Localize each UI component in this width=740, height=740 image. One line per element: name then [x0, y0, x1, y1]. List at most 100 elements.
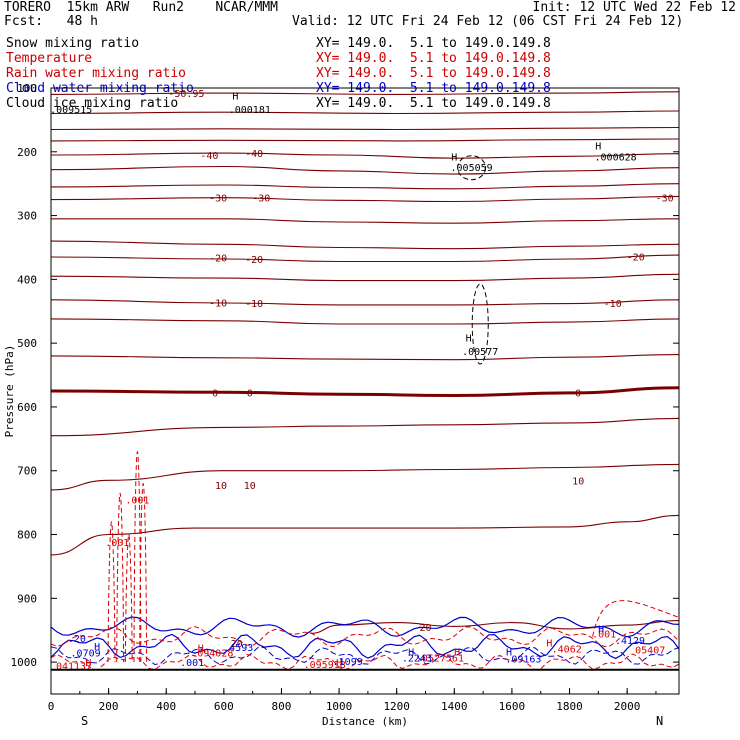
contour-labels: -50.95 -40 -40 -30 -30 -30 -20 -20 -20 -10 -10 -10 0… [50, 89, 674, 672]
y-tick-label-8: 900 [17, 592, 37, 605]
h-marker-0: H [232, 92, 238, 103]
h-marker-5: H [85, 658, 91, 669]
temperature-label-4: -30 [252, 194, 270, 205]
temperature-label-14: 0 [575, 388, 581, 399]
cloud-water-contours [50, 616, 680, 666]
forecast-hour: Fcst: 48 h [4, 14, 98, 29]
h-marker-3: H [466, 333, 472, 344]
axes: 0 200 400 600 800 1000 1200 1400 1600 1800 2000100… [11, 82, 679, 713]
y-tick-label-5: 600 [17, 401, 37, 414]
legend-temperature-label: Temperature [6, 51, 93, 66]
snow-contour-0 [457, 155, 487, 181]
h-marker-9: H [598, 624, 604, 635]
cloudwater-label-0: .0709 [71, 649, 101, 660]
isotherm-14 [50, 354, 680, 361]
rain-label-2: .001 [592, 629, 616, 640]
y-tick-label-2: 300 [17, 210, 37, 223]
cloudwater-label-6: .4129 [615, 636, 645, 647]
plot-frame [50, 87, 680, 695]
temperature-label-8: -20 [627, 252, 645, 263]
h-marker-11: H [408, 647, 414, 658]
temperature-label-11: -10 [604, 299, 622, 310]
h-marker-10: H [94, 642, 100, 653]
init-time: Init: 12 UTC Wed 22 Feb 12 [532, 0, 737, 15]
temperature-label-6: -20 [209, 254, 227, 265]
x-tick-label-0: 0 [48, 700, 55, 713]
cloudwater-contour-0 [50, 616, 680, 638]
rain-spike-0 [107, 521, 116, 663]
x-tick-label-9: 1800 [556, 700, 583, 713]
x-tick-label-10: 2000 [614, 700, 641, 713]
isotherm-10 [50, 254, 680, 263]
temperature-label-13: 0 [247, 388, 253, 399]
temperature-label-15: 10 [215, 481, 227, 492]
isotherm-2 [50, 126, 680, 131]
temperature-label-3: -30 [209, 194, 227, 205]
rain-label-0: .001 [125, 495, 149, 506]
rain-label-7: 05407 [635, 645, 665, 656]
cloudwater-contour-1 [50, 633, 680, 660]
isotherm-0 [50, 91, 680, 95]
h-marker-4: H [198, 643, 204, 654]
model-title: TORERO 15km ARW Run2 NCAR/MMM [4, 0, 278, 15]
h-marker-2: H [595, 141, 601, 152]
rain-spike-2 [124, 533, 133, 663]
rain-spike-3 [133, 451, 142, 663]
cloudwater-label-3: .1099 [333, 657, 363, 668]
snow-contours [457, 155, 489, 365]
north-end-label: N [656, 714, 663, 728]
legend-rain-xy: XY= 149.0. 5.1 to 149.0.149.8 [316, 66, 551, 81]
temperature-label-0: -50.95 [168, 89, 204, 100]
x-tick-label-1: 200 [99, 700, 119, 713]
temperature-label-5: -30 [656, 194, 674, 205]
x-tick-label-7: 1400 [441, 700, 468, 713]
isotherm-7 [50, 195, 680, 203]
snow-label-4: .00577 [462, 347, 498, 358]
isotherm-18 [50, 514, 680, 556]
rain-label-6: .0527561 [416, 654, 464, 665]
rain-spike-1 [116, 492, 125, 663]
isotherm-8 [51, 218, 680, 224]
rain-label-1: .001 [105, 538, 129, 549]
cloudwater-label-1: .001 [180, 658, 204, 669]
isotherm-12 [50, 299, 680, 306]
rain-label-3: .094028 [191, 649, 233, 660]
legend-cloudice-xy: XY= 149.0. 5.1 to 149.0.149.8 [316, 96, 551, 111]
snow-label-1: .000181 [229, 105, 271, 116]
y-tick-label-1: 200 [17, 146, 37, 159]
cloudwater-label-4: .2243 [402, 654, 432, 665]
y-tick-label-4: 500 [17, 337, 37, 350]
isotherm-15 [50, 386, 680, 398]
rain-contour-0 [50, 626, 680, 648]
x-tick-label-8: 1600 [499, 700, 526, 713]
rain-label-4: 041137 [56, 661, 92, 672]
x-tick-label-5: 1000 [326, 700, 353, 713]
cloudwater-contour-2 [50, 646, 680, 666]
temperature-label-1: -40 [200, 151, 218, 162]
y-tick-label-3: 400 [17, 273, 37, 286]
temperature-label-2: -40 [245, 149, 263, 160]
rain-spike-4 [139, 482, 148, 663]
snow-label-0: .009515 [50, 105, 92, 116]
temperature-label-19: 20 [231, 639, 243, 650]
isotherm-13 [50, 318, 680, 325]
y-tick-label-9: 1000 [11, 656, 38, 669]
isotherm-3 [50, 138, 680, 142]
snow-label-2: .005059 [451, 163, 493, 174]
legend-cloudice-label: Cloud ice mixing ratio [6, 96, 179, 111]
snow-label-3: .000628 [595, 152, 637, 163]
legend-snow-xy: XY= 149.0. 5.1 to 149.0.149.8 [316, 36, 551, 51]
temperature-label-17: 10 [572, 476, 584, 487]
cloudwater-label-2: .4593 [223, 643, 253, 654]
temperature-label-10: -10 [245, 299, 263, 310]
x-axis-title: Distance (km) [322, 715, 408, 728]
cloudwater-label-5: .09163 [505, 654, 541, 665]
cloudwater-label-7: .20 [68, 634, 86, 645]
y-tick-label-7: 800 [17, 529, 37, 542]
x-tick-label-3: 600 [214, 700, 234, 713]
rain-water-contours [50, 451, 680, 671]
temperature-label-7: -20 [245, 255, 263, 266]
temperature-contours [50, 91, 680, 634]
isotherm-1 [50, 110, 680, 115]
